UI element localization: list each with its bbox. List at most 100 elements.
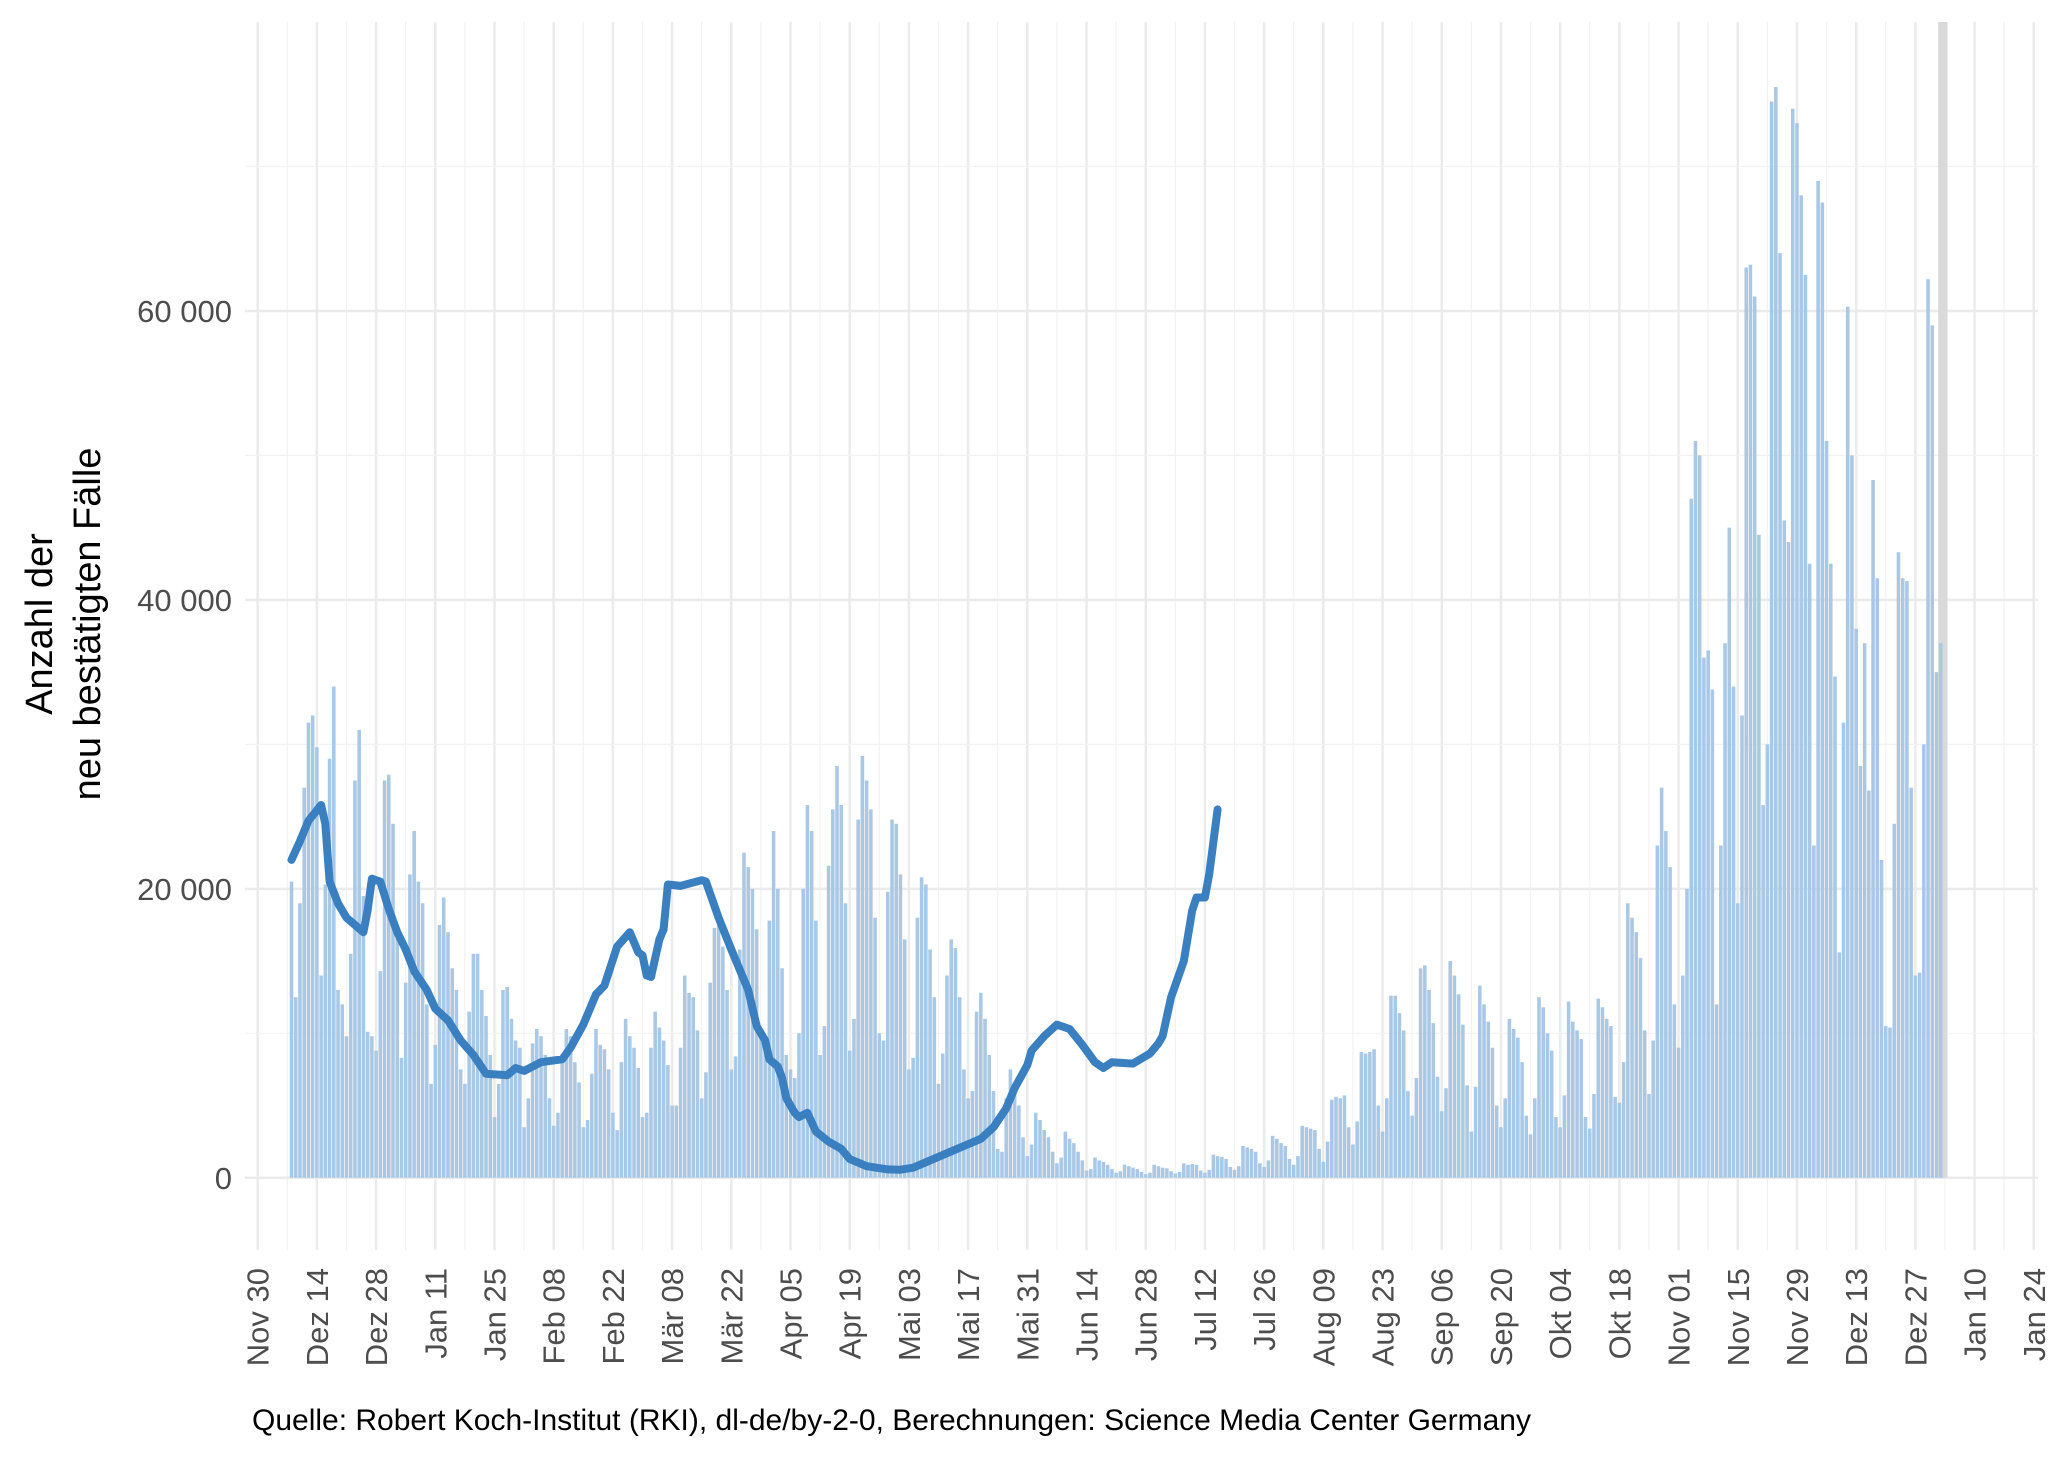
bar <box>1892 823 1896 1178</box>
bar <box>1820 202 1825 1178</box>
bar <box>1308 1128 1313 1178</box>
bar <box>653 1011 657 1178</box>
bar <box>323 884 328 1178</box>
bar <box>589 1073 594 1178</box>
bar <box>1706 650 1710 1178</box>
bar <box>577 1082 581 1178</box>
bar <box>1228 1166 1233 1178</box>
bar <box>492 1117 497 1178</box>
bar <box>1867 790 1871 1178</box>
bar <box>632 1047 636 1178</box>
bar <box>556 1112 560 1178</box>
x-tick-label: Mai 17 <box>951 1268 986 1361</box>
bar <box>877 1033 882 1178</box>
bar <box>441 897 446 1178</box>
bar <box>1139 1171 1144 1178</box>
bar <box>991 1091 996 1178</box>
bar <box>1676 1047 1681 1178</box>
bar <box>509 1018 514 1178</box>
bar <box>1084 1170 1089 1178</box>
bar <box>522 1127 526 1178</box>
bar <box>560 1062 564 1178</box>
bar <box>1017 1105 1021 1178</box>
bar <box>1850 455 1854 1178</box>
bar <box>1063 1131 1068 1178</box>
bar <box>1613 1096 1617 1178</box>
bar <box>1249 1148 1254 1178</box>
x-tick-label: Mär 08 <box>655 1268 690 1364</box>
bar <box>336 989 340 1178</box>
x-tick-label: Aug 23 <box>1366 1268 1401 1366</box>
bar <box>387 774 391 1178</box>
bar <box>1059 1157 1063 1178</box>
source-caption: Quelle: Robert Koch-Institut (RKI), dl-d… <box>252 1404 1531 1437</box>
bar <box>733 1056 738 1178</box>
bar <box>1524 1115 1529 1178</box>
bar <box>1871 479 1875 1178</box>
x-tick-label: Mär 22 <box>714 1268 749 1364</box>
bar <box>1913 975 1918 1178</box>
bar <box>919 877 924 1178</box>
x-tick-label: Nov 01 <box>1662 1268 1697 1366</box>
y-tick-label: 0 <box>215 1161 232 1196</box>
bar <box>1169 1171 1173 1178</box>
bar <box>1435 1076 1440 1178</box>
bar <box>983 1018 987 1178</box>
bar <box>1579 1039 1584 1178</box>
bar <box>403 982 408 1178</box>
bar <box>501 989 505 1178</box>
bar <box>1858 766 1863 1178</box>
bar <box>1537 997 1541 1178</box>
bar <box>1896 552 1901 1178</box>
bar <box>1486 1021 1491 1178</box>
bar <box>1617 1102 1622 1178</box>
bar <box>1672 1004 1677 1178</box>
bar <box>1461 1024 1465 1178</box>
x-tick-label: Jun 28 <box>1129 1268 1164 1361</box>
bar <box>788 1069 793 1178</box>
bar <box>1321 1161 1326 1178</box>
bar <box>1482 1004 1486 1178</box>
bar <box>1807 563 1812 1178</box>
x-tick-label: Jan 10 <box>1958 1268 1993 1361</box>
bar <box>1300 1125 1304 1178</box>
bar <box>1879 859 1884 1178</box>
bar <box>1131 1167 1135 1178</box>
bar <box>1816 180 1820 1178</box>
bar <box>1304 1127 1309 1178</box>
bar <box>1862 643 1867 1178</box>
bar <box>792 1078 797 1178</box>
bar <box>1659 787 1664 1178</box>
bar <box>911 1057 915 1178</box>
bar <box>898 874 903 1178</box>
bar <box>1067 1138 1072 1178</box>
bar <box>1330 1099 1334 1178</box>
bar <box>746 867 751 1178</box>
bar <box>1241 1145 1245 1178</box>
bar <box>619 1062 624 1178</box>
bar <box>708 982 712 1178</box>
bar <box>1761 805 1765 1178</box>
bar <box>623 1018 628 1178</box>
bar <box>1177 1171 1182 1178</box>
bar <box>340 1004 345 1178</box>
bar <box>640 1117 645 1178</box>
bar <box>1042 1130 1047 1178</box>
x-tick-label: Feb 08 <box>537 1268 572 1365</box>
bar <box>936 1083 941 1178</box>
bar <box>763 1036 767 1178</box>
bar <box>1790 108 1795 1178</box>
y-tick-label: 20 000 <box>137 872 232 907</box>
bar <box>306 722 311 1178</box>
bar <box>873 917 877 1178</box>
bar <box>1287 1158 1292 1178</box>
bar <box>395 932 400 1178</box>
bar <box>1600 1007 1605 1178</box>
bar <box>721 946 725 1178</box>
bar <box>1592 1093 1596 1178</box>
bar <box>496 1083 501 1178</box>
bar <box>1829 563 1833 1178</box>
x-tick-label: Dez 27 <box>1898 1268 1933 1366</box>
bar <box>1220 1156 1224 1178</box>
